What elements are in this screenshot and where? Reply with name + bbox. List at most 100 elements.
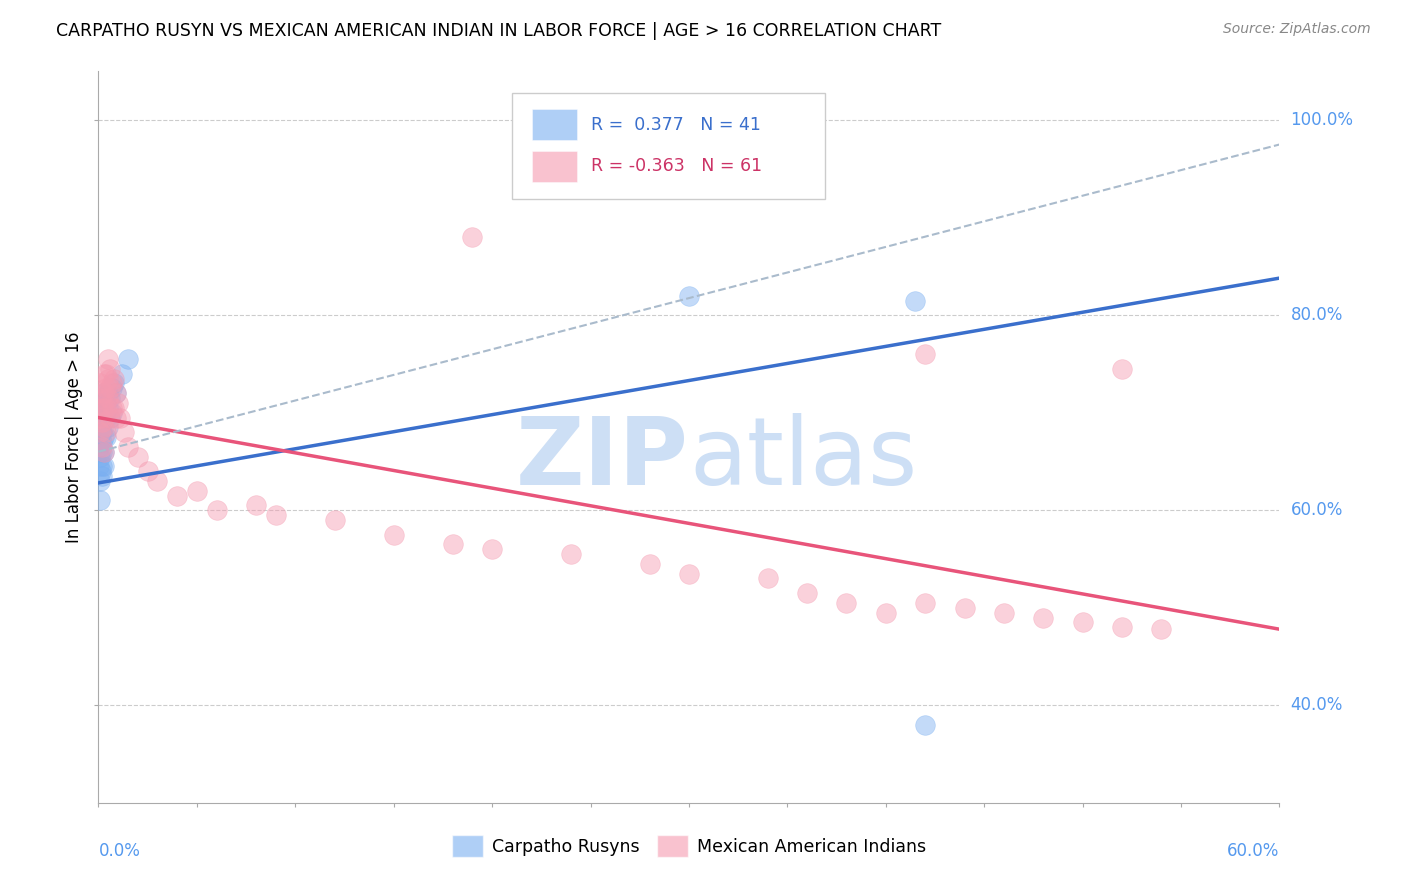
Point	[93, 386, 115, 401]
FancyBboxPatch shape	[531, 151, 576, 182]
Point	[96, 425, 118, 440]
Point	[1150, 622, 1173, 636]
Point	[97, 352, 120, 367]
Point	[97, 371, 120, 385]
Point	[108, 410, 131, 425]
Point	[101, 406, 124, 420]
Point	[89, 425, 111, 440]
Text: 40.0%: 40.0%	[1291, 697, 1343, 714]
Text: 60.0%: 60.0%	[1227, 842, 1279, 860]
Point	[89, 459, 111, 474]
Point	[441, 537, 464, 551]
Point	[136, 464, 159, 478]
Point	[678, 288, 700, 302]
Point	[166, 489, 188, 503]
Point	[89, 493, 111, 508]
Point	[953, 600, 976, 615]
Point	[904, 293, 927, 308]
Point	[91, 459, 114, 474]
Point	[89, 450, 111, 464]
Point	[93, 430, 115, 444]
Point	[91, 386, 114, 401]
Point	[105, 410, 128, 425]
FancyBboxPatch shape	[531, 110, 576, 140]
Point	[323, 513, 346, 527]
Point	[914, 718, 936, 732]
Text: CARPATHO RUSYN VS MEXICAN AMERICAN INDIAN IN LABOR FORCE | AGE > 16 CORRELATION : CARPATHO RUSYN VS MEXICAN AMERICAN INDIA…	[56, 22, 942, 40]
Point	[91, 440, 114, 454]
Point	[461, 230, 484, 244]
Point	[97, 420, 120, 434]
Point	[97, 386, 120, 401]
Point	[638, 557, 661, 571]
Point	[127, 450, 149, 464]
Point	[914, 596, 936, 610]
Point	[264, 508, 287, 522]
Point	[93, 444, 115, 458]
Legend: Carpatho Rusyns, Mexican American Indians: Carpatho Rusyns, Mexican American Indian…	[446, 829, 932, 863]
Point	[1111, 361, 1133, 376]
Point	[91, 416, 114, 430]
Point	[97, 391, 120, 405]
Point	[91, 444, 114, 458]
Point	[93, 401, 115, 415]
Point	[98, 410, 121, 425]
Text: R = -0.363   N = 61: R = -0.363 N = 61	[591, 158, 762, 176]
Point	[993, 606, 1015, 620]
Point	[98, 410, 121, 425]
Point	[96, 367, 118, 381]
Point	[205, 503, 228, 517]
Point	[111, 367, 134, 381]
Text: 0.0%: 0.0%	[98, 842, 141, 860]
Point	[796, 586, 818, 600]
Point	[112, 425, 135, 440]
Point	[245, 499, 267, 513]
Point	[91, 406, 114, 420]
Point	[875, 606, 897, 620]
Point	[96, 410, 118, 425]
Point	[98, 381, 121, 395]
Point	[91, 469, 114, 483]
Point	[186, 483, 208, 498]
Point	[98, 361, 121, 376]
Point	[560, 547, 582, 561]
Point	[89, 434, 111, 449]
Point	[96, 381, 118, 395]
Point	[103, 371, 125, 385]
Point	[93, 386, 115, 401]
Text: 100.0%: 100.0%	[1291, 112, 1354, 129]
Point	[93, 420, 115, 434]
Point	[89, 444, 111, 458]
Point	[105, 386, 128, 401]
Point	[107, 396, 129, 410]
Point	[89, 410, 111, 425]
Point	[756, 572, 779, 586]
Point	[93, 444, 115, 458]
Point	[105, 386, 128, 401]
Point	[89, 391, 111, 405]
Point	[96, 430, 118, 444]
Text: 80.0%: 80.0%	[1291, 306, 1343, 324]
Point	[101, 381, 124, 395]
Point	[89, 474, 111, 488]
Point	[1111, 620, 1133, 634]
Point	[91, 425, 114, 440]
Point	[101, 401, 124, 415]
Point	[101, 376, 124, 391]
Point	[117, 352, 139, 367]
Point	[382, 527, 405, 541]
Point	[90, 464, 112, 478]
Point	[481, 542, 503, 557]
Point	[678, 566, 700, 581]
Point	[103, 376, 125, 391]
Point	[1071, 615, 1094, 630]
Point	[89, 406, 111, 420]
Point	[98, 391, 121, 405]
Text: R =  0.377   N = 41: R = 0.377 N = 41	[591, 116, 761, 134]
Point	[97, 401, 120, 415]
Point	[96, 401, 118, 415]
Point	[117, 440, 139, 454]
Point	[89, 440, 111, 454]
Point	[146, 474, 169, 488]
Point	[91, 434, 114, 449]
